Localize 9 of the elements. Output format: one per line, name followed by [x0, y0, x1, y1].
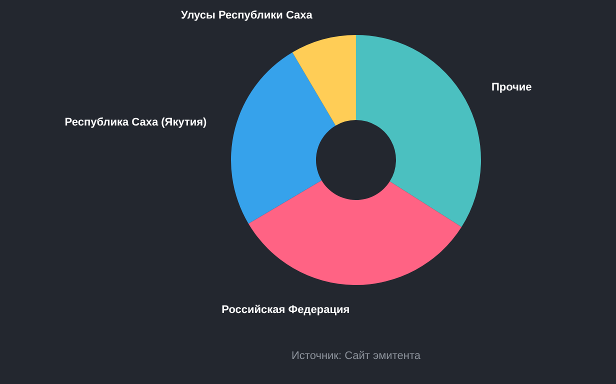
- slice-label: Республика Саха (Якутия): [64, 116, 208, 129]
- slice-label: Российская Федерация: [222, 304, 350, 316]
- donut-slice: [356, 35, 481, 227]
- donut-slice: [292, 35, 356, 126]
- donut-slice: [231, 52, 336, 224]
- text: Источник: Сайт эмитента: [292, 350, 422, 362]
- slice-label: Улусы Республики Саха: [181, 9, 314, 22]
- donut-slice: [248, 180, 462, 285]
- slice-label: Прочие: [491, 82, 532, 94]
